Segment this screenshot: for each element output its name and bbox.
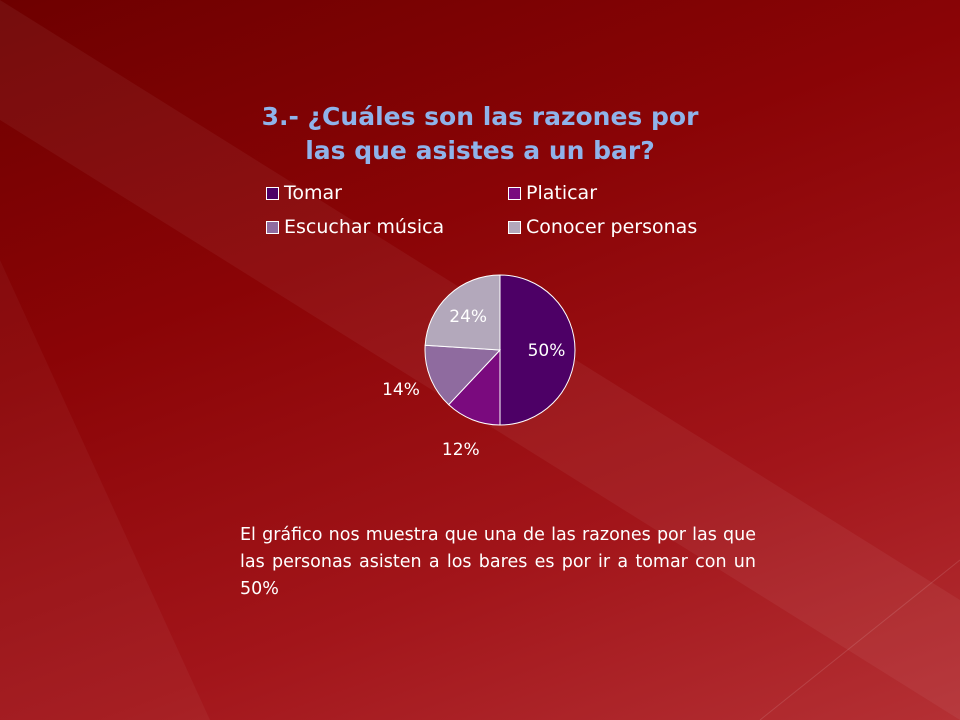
pie-slice-escuchar-musica [424,344,502,406]
title-line-1: 3.- ¿Cuáles son las razones por [261,102,699,131]
slide-title: 3.- ¿Cuáles son las razones por las que … [220,100,740,168]
corner-line [759,559,960,720]
legend-label-escuchar-musica: Escuchar música [284,216,445,238]
pie-label-platicar: 12% [442,440,480,460]
legend-swatch [266,220,279,234]
pie-slice-tomar [499,274,576,426]
legend-label-platicar: Platicar [526,182,598,204]
legend-swatch [508,220,521,234]
pie-label-conocer-personas: 24% [449,307,487,327]
legend-swatch [508,186,521,200]
chart-legend: Tomar Platicar Escuchar música Conocer p… [266,182,756,238]
pie-label-escuchar-musica: 14% [382,380,420,400]
legend-item-platicar: Platicar [508,182,756,204]
chart-description: El gráfico nos muestra que una de las ra… [240,525,756,599]
legend-item-conocer-personas: Conocer personas [508,216,756,238]
title-line-2: las que asistes a un bar? [305,136,655,165]
legend-label-conocer-personas: Conocer personas [526,216,698,238]
corner-shade [0,260,210,720]
legend-label-tomar: Tomar [284,182,342,204]
legend-item-tomar: Tomar [266,182,508,204]
pie-slice-conocer-personas [424,274,501,351]
legend-swatch [266,186,279,200]
legend-item-escuchar-musica: Escuchar música [266,216,508,238]
pie-label-tomar: 50% [528,341,566,361]
